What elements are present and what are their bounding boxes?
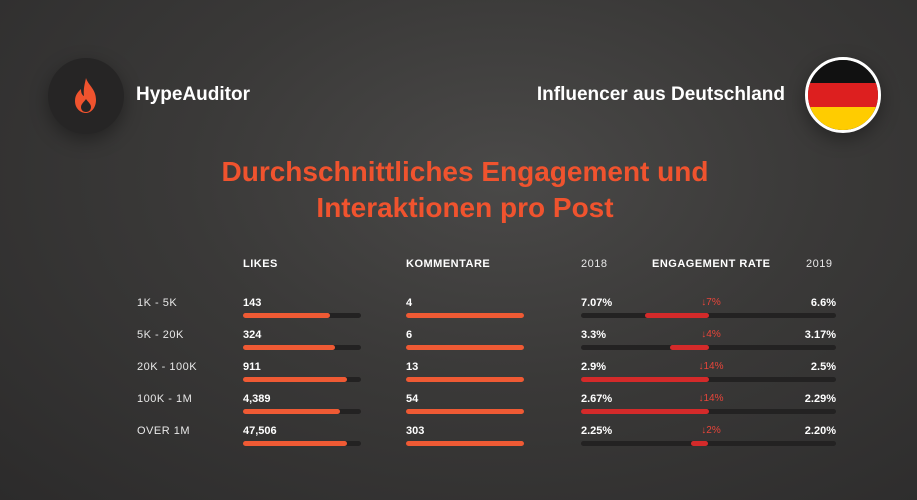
row-label: 20K - 100K: [137, 361, 198, 373]
flag-stripe-gold: [808, 106, 878, 130]
year-2019-header: 2019: [806, 258, 833, 270]
germany-flag-icon: [805, 57, 881, 133]
er-change-bar: [690, 441, 709, 446]
er-2018-value: 7.07%: [581, 297, 613, 309]
comments-bar-track: [406, 345, 524, 350]
comments-bar-fill: [406, 313, 524, 318]
engagement-rate-header: ENGAGEMENT RATE: [652, 258, 771, 270]
likes-bar-track: [243, 409, 361, 414]
title-line-2: Interaktionen pro Post: [316, 192, 614, 223]
country-label: Influencer aus Deutschland: [536, 84, 785, 105]
comments-header: KOMMENTARE: [406, 258, 491, 270]
er-2019-value: 3.17%: [804, 329, 836, 341]
likes-value: 143: [243, 297, 262, 309]
er-bar-track: [581, 441, 836, 446]
comments-value: 13: [406, 361, 419, 373]
likes-bar-fill: [243, 409, 340, 414]
row-label: OVER 1M: [137, 425, 191, 437]
er-change-label: ↓14%: [698, 393, 724, 404]
comments-value: 6: [406, 329, 413, 341]
likes-header: LIKES: [243, 258, 278, 270]
comments-bar-fill: [406, 377, 524, 382]
likes-bar-track: [243, 441, 361, 446]
er-2018-value: 3.3%: [581, 329, 607, 341]
row-label: 1K - 5K: [137, 297, 178, 309]
logo-badge: [48, 58, 124, 134]
year-2018-header: 2018: [581, 258, 608, 270]
comments-value: 54: [406, 393, 419, 405]
flame-icon: [75, 78, 96, 113]
er-change-bar: [581, 377, 709, 382]
er-2019-value: 2.20%: [804, 425, 836, 437]
likes-bar-track: [243, 377, 361, 382]
table-row: OVER 1M 47,506 303 2.25% ↓2% 2.20%: [0, 425, 917, 455]
er-bar-track: [581, 377, 836, 382]
table-row: 1K - 5K 143 4 7.07% ↓7% 6.6%: [0, 297, 917, 327]
er-change-bar: [581, 409, 709, 414]
er-2019-value: 2.5%: [810, 361, 836, 373]
likes-bar-track: [243, 313, 361, 318]
table-row: 5K - 20K 324 6 3.3% ↓4% 3.17%: [0, 329, 917, 359]
likes-bar-fill: [243, 345, 336, 350]
er-change-label: ↓4%: [701, 329, 721, 340]
likes-bar-fill: [243, 377, 347, 382]
page-title: Durchschnittliches Engagement und Intera…: [150, 154, 780, 226]
er-change-bar: [644, 313, 709, 318]
comments-bar-fill: [406, 345, 524, 350]
comments-bar-fill: [406, 409, 524, 414]
er-change-label: ↓14%: [698, 361, 724, 372]
er-bar-track: [581, 345, 836, 350]
flag-stripe-red: [808, 83, 878, 107]
comments-bar-track: [406, 377, 524, 382]
likes-bar-fill: [243, 441, 347, 446]
er-2019-value: 2.29%: [804, 393, 836, 405]
er-bar-track: [581, 313, 836, 318]
comments-bar-track: [406, 409, 524, 414]
likes-bar-fill: [243, 313, 331, 318]
comments-bar-fill: [406, 441, 524, 446]
row-label: 100K - 1M: [137, 393, 193, 405]
comments-bar-track: [406, 313, 524, 318]
comments-bar-track: [406, 441, 524, 446]
er-2018-value: 2.9%: [581, 361, 607, 373]
table-row: 100K - 1M 4,389 54 2.67% ↓14% 2.29%: [0, 393, 917, 423]
er-change-label: ↓7%: [701, 297, 721, 308]
er-2018-value: 2.25%: [581, 425, 613, 437]
flag-stripe-black: [808, 60, 878, 84]
comments-value: 303: [406, 425, 425, 437]
likes-bar-track: [243, 345, 361, 350]
table-row: 20K - 100K 911 13 2.9% ↓14% 2.5%: [0, 361, 917, 391]
comments-value: 4: [406, 297, 413, 309]
er-2019-value: 6.6%: [810, 297, 836, 309]
likes-value: 47,506: [243, 425, 277, 437]
likes-value: 324: [243, 329, 262, 341]
likes-value: 911: [243, 361, 261, 373]
brand-name: HypeAuditor: [136, 84, 250, 105]
row-label: 5K - 20K: [137, 329, 184, 341]
er-2018-value: 2.67%: [581, 393, 613, 405]
title-line-1: Durchschnittliches Engagement und: [221, 156, 709, 187]
er-change-bar: [670, 345, 709, 350]
er-change-label: ↓2%: [701, 425, 721, 436]
er-bar-track: [581, 409, 836, 414]
likes-value: 4,389: [243, 393, 271, 405]
